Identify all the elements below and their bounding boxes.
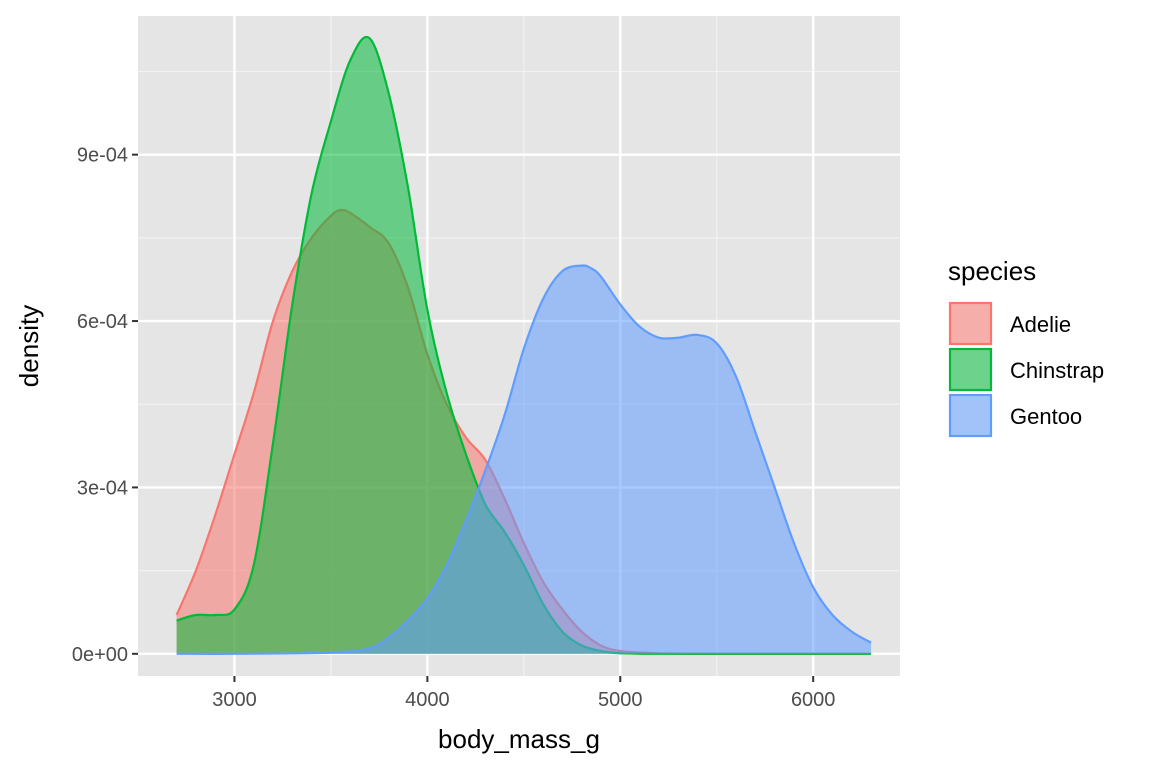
legend-title: species: [948, 256, 1036, 286]
density-area-chinstrap: [176, 36, 872, 654]
legend-label-chinstrap: Chinstrap: [1010, 358, 1104, 383]
density-line-gentoo: [176, 264, 872, 655]
legend-label-adelie: Adelie: [1010, 312, 1071, 337]
y-tick-label: 6e-04: [77, 311, 128, 333]
x-axis: 3000 4000 5000 6000: [212, 676, 835, 711]
x-tick-label: 3000: [212, 689, 257, 711]
density-area-gentoo: [176, 265, 872, 654]
y-axis: 0e+00 3e-04 6e-04 9e-04: [72, 145, 138, 666]
density-areas: [175, 35, 872, 655]
x-axis-title: body_mass_g: [438, 724, 600, 754]
legend: species Adelie Chinstrap Gentoo: [948, 256, 1104, 438]
y-axis-title: density: [14, 305, 44, 387]
y-tick-label: 3e-04: [77, 477, 128, 499]
legend-swatch-chinstrap: [948, 347, 993, 392]
x-tick-label: 6000: [791, 689, 836, 711]
legend-swatch-adelie: [948, 301, 993, 346]
y-tick-label: 9e-04: [77, 145, 128, 167]
x-tick-label: 5000: [598, 689, 643, 711]
legend-swatch-gentoo: [948, 393, 993, 438]
x-tick-label: 4000: [405, 689, 450, 711]
y-tick-label: 0e+00: [72, 644, 128, 666]
legend-label-gentoo: Gentoo: [1010, 404, 1082, 429]
